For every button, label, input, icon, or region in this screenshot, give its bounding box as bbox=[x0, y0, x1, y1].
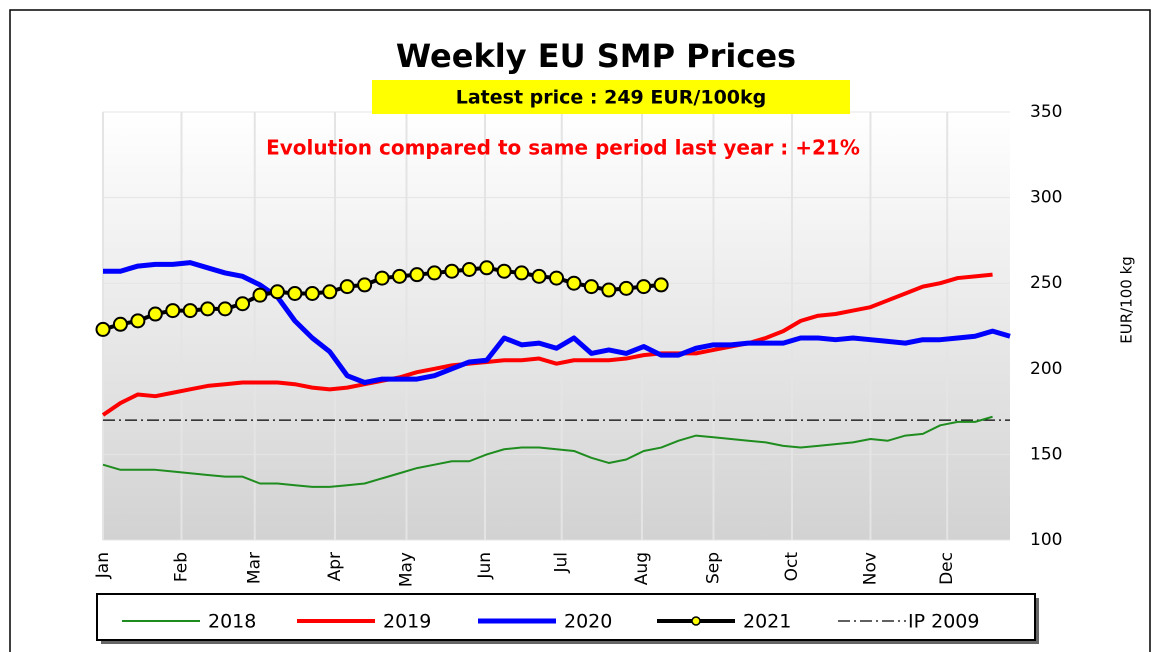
marker bbox=[392, 268, 408, 284]
marker bbox=[409, 267, 425, 283]
annotation: Evolution compared to same period last y… bbox=[266, 136, 860, 160]
series-line bbox=[101, 272, 993, 417]
marker bbox=[235, 296, 251, 312]
marker bbox=[339, 279, 355, 295]
marker bbox=[514, 265, 530, 281]
marker bbox=[182, 303, 198, 319]
y-tick-label: 300 bbox=[1030, 188, 1062, 208]
legend-label: IP 2009 bbox=[908, 611, 979, 633]
y-tick-label: 250 bbox=[1030, 273, 1062, 293]
marker bbox=[322, 284, 338, 300]
legend-label: 2021 bbox=[743, 611, 791, 633]
marker bbox=[147, 306, 163, 322]
marker bbox=[496, 263, 512, 279]
x-tick-label: Jul bbox=[552, 552, 572, 574]
marker bbox=[357, 277, 373, 293]
marker bbox=[636, 279, 652, 295]
marker bbox=[653, 277, 669, 293]
legend-marker bbox=[691, 616, 701, 626]
marker bbox=[601, 282, 617, 298]
x-tick-label: Aug bbox=[632, 552, 652, 585]
marker bbox=[252, 287, 268, 303]
marker bbox=[426, 265, 442, 281]
marker bbox=[531, 268, 547, 284]
x-tick-label: Mar bbox=[245, 552, 265, 584]
legend-entries: 2018 2019 2020 2021 IP 2009 bbox=[122, 611, 979, 633]
y-tick-label: 100 bbox=[1030, 530, 1062, 550]
marker bbox=[130, 313, 146, 329]
marker bbox=[217, 301, 233, 317]
marker bbox=[444, 263, 460, 279]
legend bbox=[96, 593, 1036, 641]
x-tick-label: Jun bbox=[475, 552, 495, 580]
marker bbox=[566, 275, 582, 291]
marker bbox=[287, 285, 303, 301]
marker bbox=[461, 262, 477, 278]
marker bbox=[549, 270, 564, 286]
legend-label: 2019 bbox=[383, 611, 431, 633]
x-tick-label: Jan bbox=[93, 552, 113, 579]
marker bbox=[374, 270, 390, 286]
marker bbox=[583, 279, 599, 295]
x-tick-label: Apr bbox=[325, 552, 345, 581]
marker bbox=[200, 301, 216, 317]
marker bbox=[165, 303, 181, 319]
chart-title: Weekly EU SMP Prices bbox=[396, 37, 796, 75]
marker bbox=[95, 321, 111, 337]
series-line bbox=[103, 260, 1011, 385]
subtitle-box bbox=[372, 80, 850, 114]
y-tick-label: 150 bbox=[1030, 444, 1062, 464]
subtitle: Latest price : 249 EUR/100kg bbox=[456, 87, 767, 109]
legend-label: 2020 bbox=[564, 611, 612, 633]
y-axis-label: EUR/100 kg bbox=[1118, 256, 1136, 344]
lines bbox=[95, 260, 1011, 488]
marker bbox=[618, 280, 634, 296]
marker bbox=[479, 260, 495, 276]
y-tick-label: 200 bbox=[1030, 359, 1062, 379]
x-tick-label: Dec bbox=[937, 552, 957, 585]
x-tick-label: Feb bbox=[171, 552, 191, 582]
marker bbox=[112, 316, 128, 332]
marker bbox=[304, 285, 320, 301]
x-tick-label: Sep bbox=[703, 552, 723, 584]
marker bbox=[269, 284, 285, 300]
x-tick-label: Oct bbox=[782, 552, 802, 582]
x-tick-label: Nov bbox=[860, 552, 880, 585]
legend-label: 2018 bbox=[208, 611, 256, 633]
series-line bbox=[102, 415, 993, 488]
x-tick-label: May bbox=[396, 552, 416, 587]
y-tick-label: 350 bbox=[1030, 102, 1062, 122]
